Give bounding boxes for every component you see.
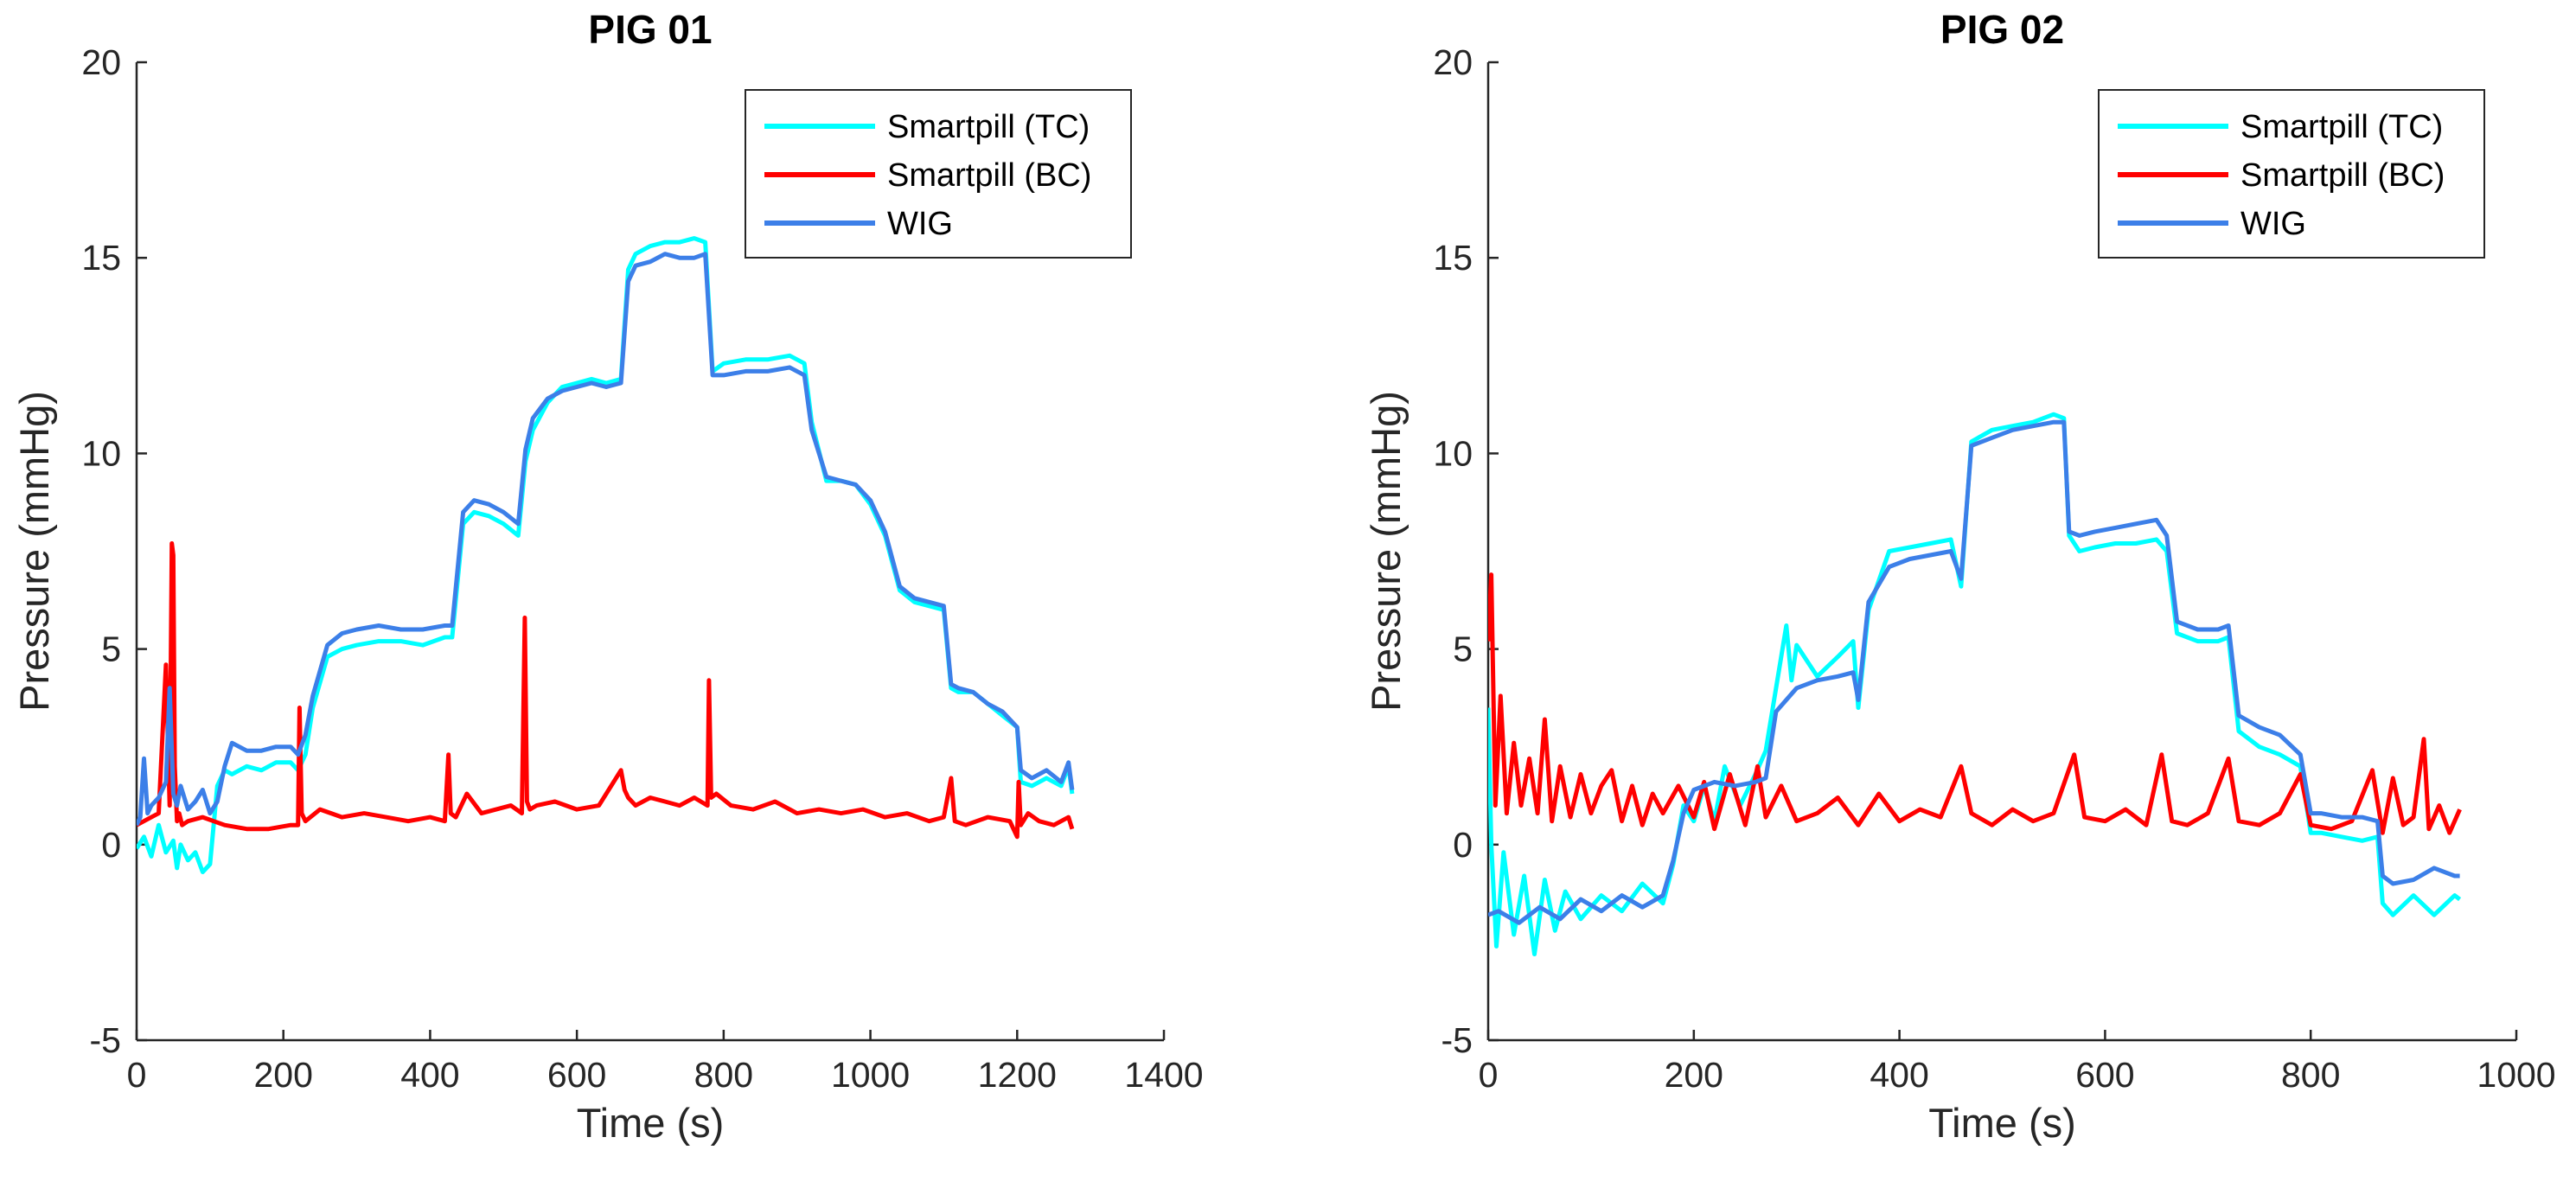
legend-label: WIG [887, 206, 953, 242]
y-tick-label: 5 [101, 629, 121, 669]
legend-label: Smartpill (TC) [887, 109, 1090, 145]
chart-title: PIG 02 [1940, 7, 2064, 52]
y-tick-label: 20 [81, 42, 121, 82]
legend-label: Smartpill (TC) [2240, 109, 2443, 145]
x-tick-label: 200 [1665, 1055, 1723, 1095]
series-line-wig [1488, 419, 2460, 925]
y-tick-label: 5 [1453, 629, 1473, 669]
x-tick-label: 200 [254, 1055, 313, 1095]
legend-label: WIG [2240, 206, 2306, 242]
x-tick-label: 400 [1870, 1055, 1928, 1095]
y-axis-label: Pressure (mmHg) [11, 391, 57, 712]
y-tick-label: 0 [101, 825, 121, 865]
x-tick-label: 600 [547, 1055, 606, 1095]
chart-pig-01: PIG 010 200 400 600 800 1000 1200 1400-50510152… [11, 7, 1204, 1146]
x-tick-label: 1400 [1124, 1055, 1203, 1095]
x-tick-label: 0 [127, 1055, 147, 1095]
x-tick-label: 600 [2075, 1055, 2134, 1095]
x-tick-label: 400 [400, 1055, 459, 1095]
legend: Smartpill (TC) Smartpill (BC) WIG [2098, 89, 2485, 259]
y-tick-label: -5 [90, 1020, 121, 1060]
x-tick-label: 1000 [2477, 1055, 2555, 1095]
legend-label: Smartpill (BC) [887, 157, 1091, 194]
y-tick-label: 0 [1453, 825, 1473, 865]
y-tick-label: 10 [81, 433, 121, 473]
x-tick-label: 800 [2281, 1055, 2340, 1095]
x-tick-label: 800 [694, 1055, 753, 1095]
x-tick-label: 0 [1479, 1055, 1499, 1095]
chart-title: PIG 01 [588, 7, 712, 52]
y-axis-label: Pressure (mmHg) [1363, 391, 1409, 712]
legend: Smartpill (TC) Smartpill (BC) WIG [745, 89, 1132, 259]
y-tick-label: 15 [1433, 238, 1473, 278]
y-tick-label: -5 [1441, 1020, 1473, 1060]
series-group [137, 236, 1075, 874]
y-tick-label: 15 [81, 238, 121, 278]
legend-label: Smartpill (BC) [2240, 157, 2445, 194]
x-axis-label: Time (s) [577, 1100, 725, 1146]
series-line-smartpill-bc [137, 541, 1075, 840]
x-tick-label: 1000 [831, 1055, 910, 1095]
y-tick-label: 10 [1433, 433, 1473, 473]
series-line-smartpill-bc [1488, 572, 2462, 835]
y-tick-label: 20 [1433, 42, 1473, 82]
series-group [1488, 412, 2462, 956]
series-line-wig [137, 252, 1075, 827]
x-tick-label: 1200 [978, 1055, 1057, 1095]
x-axis-label: Time (s) [1928, 1100, 2076, 1146]
